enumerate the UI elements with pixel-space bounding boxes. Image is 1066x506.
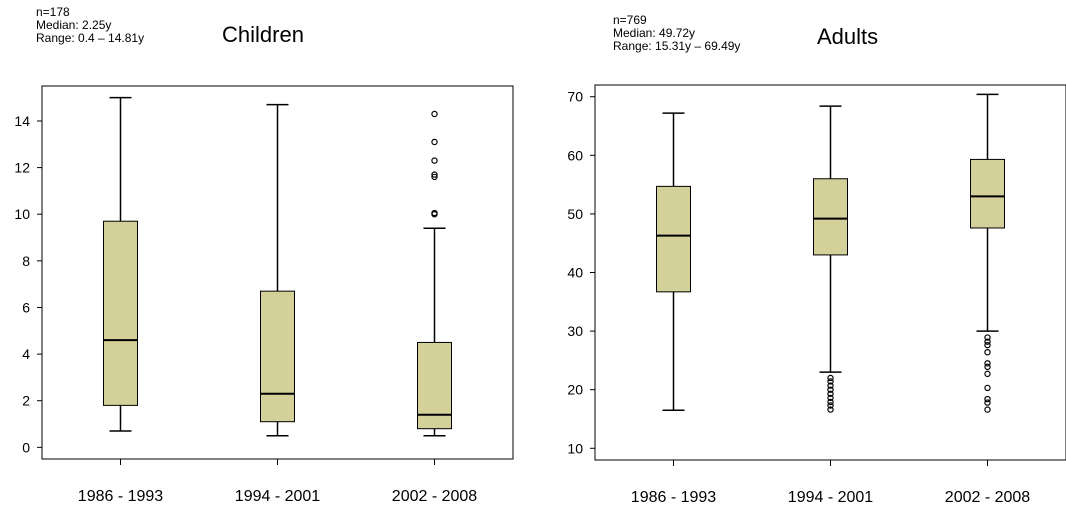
- adults-y-tick-label: 40: [567, 265, 583, 281]
- adults-y-tick-label: 50: [567, 206, 583, 222]
- adults-outlier-point: [984, 341, 991, 349]
- children-outlier-point: [431, 157, 438, 164]
- children-y-tick-label: 2: [22, 393, 30, 409]
- children-y-tick-label: 6: [22, 299, 30, 315]
- adults-outlier-point: [984, 363, 991, 371]
- children-title: Children: [222, 22, 304, 47]
- children-x-tick-label: 2002 - 2008: [392, 488, 478, 505]
- adults-y-tick-label: 60: [567, 147, 583, 163]
- children-box: [103, 220, 138, 406]
- children-outlier-point: [431, 209, 438, 217]
- children-stat-median: Median: 2.25y: [36, 18, 112, 32]
- adults-boxplot: 10 20 30 40 50 60 70 1986 - 1993 1994 - 2001 2002…: [567, 84, 1066, 506]
- adults-outlier-point: [827, 390, 834, 397]
- children-stats: n=178 Median: 2.25y Range: 0.4 – 14.81y: [36, 6, 144, 45]
- adults-box: [813, 178, 848, 256]
- children-outlier-point: [431, 171, 438, 178]
- children-boxplot: 0 2 4 6 8 10 12 14 1986 - 1993 1994 - 2001 2002 - …: [14, 85, 514, 505]
- children-stat-range: Range: 0.4 – 14.81y: [36, 31, 145, 45]
- adults-stats: n=769 Median: 49.72y Range: 15.31y – 69.…: [613, 14, 740, 53]
- adults-outlier-point: [984, 370, 991, 378]
- adults-title: Adults: [817, 24, 879, 49]
- adults-y-tick-label: 30: [567, 323, 583, 339]
- adults-outlier-point: [984, 395, 991, 403]
- children-outlier-point: [431, 138, 438, 146]
- adults-stat-n: n=769: [613, 13, 647, 27]
- adults-outlier-point: [984, 360, 991, 367]
- adults-outlier-point: [984, 384, 991, 392]
- children-outlier-point: [431, 173, 438, 181]
- adults-box: [970, 158, 1005, 229]
- adults-x-tick-label: 1994 - 2001: [788, 489, 874, 506]
- children-y-tick-label: 4: [22, 346, 30, 362]
- adults-stat-range: Range: 15.31y – 69.49y: [613, 39, 741, 53]
- children-y-tick-label: 8: [22, 253, 30, 269]
- adults-outlier-point: [827, 378, 834, 385]
- adults-outlier-point: [984, 348, 991, 356]
- children-stat-n: n=178: [36, 5, 70, 19]
- adults-outlier-point: [984, 338, 991, 345]
- children-box: [417, 341, 452, 430]
- children-outlier-point: [431, 110, 438, 118]
- children-y-tick-label: 14: [14, 113, 30, 129]
- adults-x-tick-label: 2002 - 2008: [945, 489, 1031, 506]
- children-panel: n=178 Median: 2.25y Range: 0.4 – 14.81y …: [0, 0, 520, 506]
- adults-outlier-point: [827, 386, 834, 393]
- adults-outlier-point: [984, 406, 991, 413]
- adults-outlier-point: [984, 399, 991, 406]
- children-y-tick-label: 10: [14, 206, 30, 222]
- children-x-tick-label: 1994 - 2001: [235, 488, 321, 505]
- children-x-tick-label: 1986 - 1993: [78, 488, 164, 505]
- children-box: [260, 290, 295, 423]
- adults-y-tick-label: 10: [567, 440, 583, 456]
- adults-outlier-point: [827, 394, 834, 402]
- adults-y-tick-label: 20: [567, 382, 583, 398]
- adults-stat-median: Median: 49.72y: [613, 26, 696, 40]
- adults-panel: n=769 Median: 49.72y Range: 15.31y – 69.…: [540, 0, 1066, 506]
- adults-outlier-point: [827, 398, 834, 406]
- adults-outlier-point: [827, 402, 834, 409]
- adults-outlier-point: [984, 334, 991, 341]
- adults-outlier-point: [827, 382, 834, 389]
- adults-x-tick-label: 1986 - 1993: [631, 489, 717, 506]
- adults-y-tick-label: 70: [567, 89, 583, 105]
- adults-outlier-point: [827, 406, 834, 413]
- children-y-tick-label: 12: [14, 160, 30, 176]
- children-y-tick-label: 0: [22, 439, 30, 455]
- adults-outlier-point: [827, 374, 834, 382]
- adults-box: [656, 185, 691, 293]
